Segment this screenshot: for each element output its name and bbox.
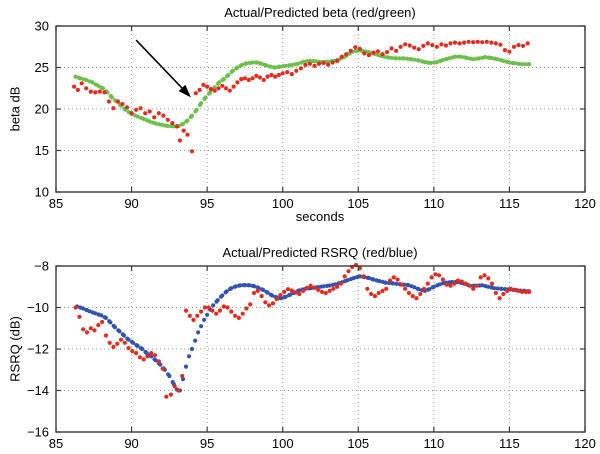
- y-tick-labels: −16 −14 −12 −10 −8: [27, 259, 49, 440]
- series-predicted-beta: [73, 48, 532, 129]
- series-actual-rsrq: [73, 262, 532, 399]
- svg-text:95: 95: [200, 436, 214, 451]
- svg-text:100: 100: [272, 196, 294, 211]
- annotation-arrow: [135, 39, 191, 98]
- svg-text:−14: −14: [27, 383, 49, 398]
- x-tick-labels: 85 90 95 100 105 110 115 120: [49, 196, 596, 211]
- y-tick-labels: 10 15 20 25 30: [35, 19, 49, 200]
- svg-text:10: 10: [35, 185, 49, 200]
- svg-text:−8: −8: [34, 259, 49, 274]
- svg-text:85: 85: [49, 436, 63, 451]
- svg-text:−10: −10: [27, 300, 49, 315]
- svg-text:90: 90: [124, 436, 138, 451]
- rsrq-plot-axes: 85 90 95 100 105 110 115 120 −16 −14 −12 −10 −8: [27, 259, 596, 452]
- svg-text:105: 105: [347, 196, 369, 211]
- svg-text:85: 85: [49, 196, 63, 211]
- svg-text:25: 25: [35, 60, 49, 75]
- svg-text:120: 120: [574, 196, 596, 211]
- rsrq-plot-title: Actual/Predicted RSRQ (red/blue): [222, 245, 418, 260]
- svg-text:90: 90: [124, 196, 138, 211]
- svg-text:−16: −16: [27, 425, 49, 440]
- beta-plot-xlabel: seconds: [295, 209, 345, 224]
- axes-border: [55, 265, 586, 433]
- beta-plot-ylabel: beta dB: [7, 86, 23, 132]
- svg-text:30: 30: [35, 19, 49, 34]
- svg-text:115: 115: [499, 196, 520, 211]
- svg-text:110: 110: [423, 196, 444, 211]
- beta-plot-title: Actual/Predicted beta (red/green): [224, 5, 416, 20]
- svg-text:100: 100: [272, 436, 294, 451]
- rsrq-plot-ylabel: RSRQ (dB): [7, 316, 23, 382]
- series-actual-beta: [72, 39, 530, 154]
- grid: [56, 26, 585, 192]
- svg-text:110: 110: [423, 436, 444, 451]
- axes-border: [55, 25, 586, 193]
- svg-text:115: 115: [499, 436, 520, 451]
- svg-text:15: 15: [35, 143, 49, 158]
- x-tick-labels: 85 90 95 100 105 110 115 120: [49, 436, 596, 451]
- svg-text:105: 105: [347, 436, 369, 451]
- svg-text:20: 20: [35, 102, 49, 117]
- svg-text:−12: −12: [27, 342, 49, 357]
- beta-plot-axes: 85 90 95 100 105 110 115 120 10 15 20 25 30: [35, 19, 596, 212]
- svg-text:95: 95: [200, 196, 214, 211]
- svg-text:120: 120: [574, 436, 596, 451]
